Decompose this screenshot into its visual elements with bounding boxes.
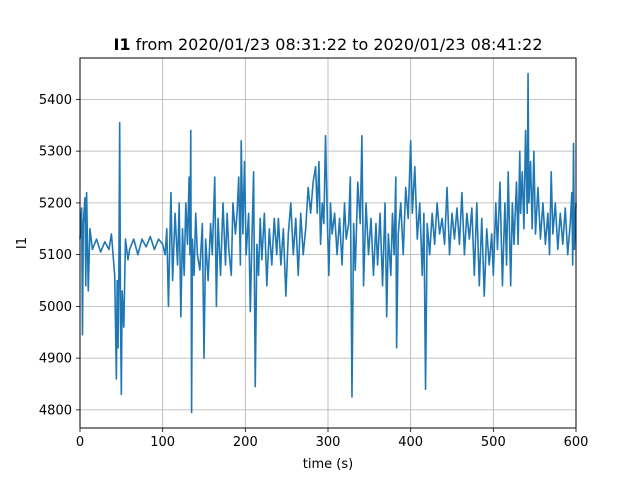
y-tick-label: 5100 xyxy=(39,248,72,263)
y-tick-label: 4900 xyxy=(39,352,72,367)
x-tick-label: 500 xyxy=(481,435,506,450)
y-tick-label: 4800 xyxy=(39,403,72,418)
y-tick-label: 5400 xyxy=(39,93,72,108)
series-line-0 xyxy=(79,72,577,414)
x-tick-label: 300 xyxy=(316,435,341,450)
y-axis-label: I1 xyxy=(15,237,30,249)
x-tick-label: 400 xyxy=(398,435,423,450)
x-tick-label: 100 xyxy=(150,435,175,450)
series-layer xyxy=(79,72,577,414)
y-tick-label: 5300 xyxy=(39,145,72,160)
chart-title-bold: I1 xyxy=(113,35,130,54)
x-tick-label: 600 xyxy=(564,435,589,450)
axis-ticks: 0 100 200 300 400 500 600 4800 4900 5000 5100 5200 5… xyxy=(39,93,589,450)
x-tick-label: 0 xyxy=(76,435,84,450)
y-tick-label: 5000 xyxy=(39,300,72,315)
y-tick-label: 5200 xyxy=(39,196,72,211)
x-tick-label: 200 xyxy=(233,435,258,450)
plot-frame xyxy=(79,57,577,429)
x-axis-label: time (s) xyxy=(303,457,353,472)
chart-title-rest: from 2020/01/23 08:31:22 to 2020/01/23 0… xyxy=(131,35,543,54)
chart-title: I1 from 2020/01/23 08:31:22 to 2020/01/2… xyxy=(113,35,542,54)
